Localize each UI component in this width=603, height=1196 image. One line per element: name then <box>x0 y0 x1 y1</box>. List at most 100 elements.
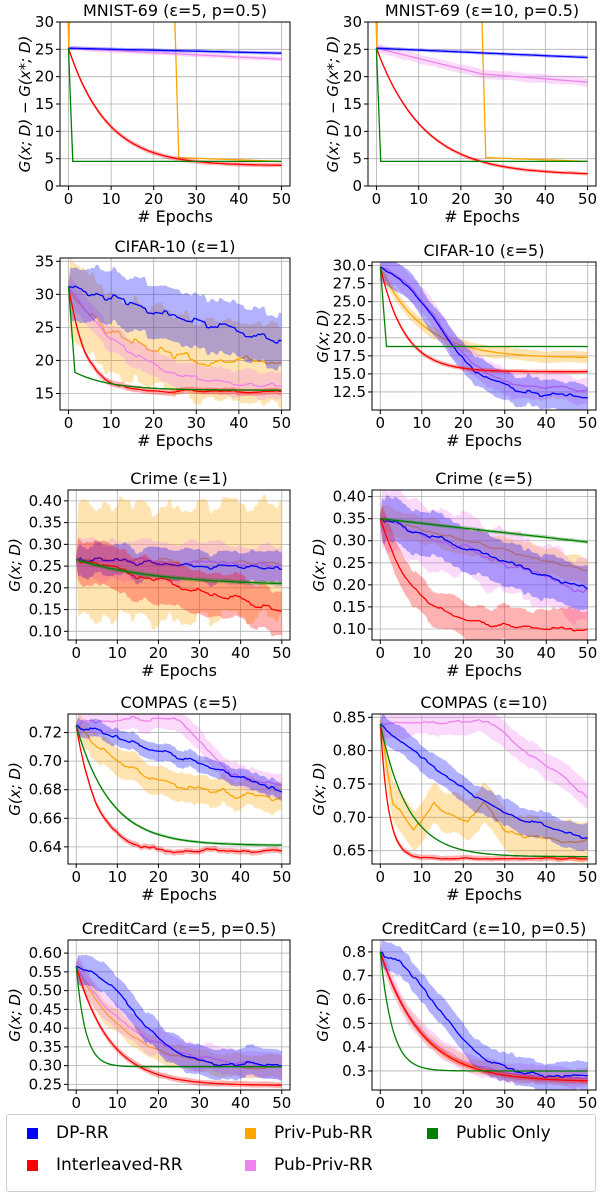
y-tick-label: 0.40 <box>29 1019 62 1037</box>
y-tick-label: 0.66 <box>29 809 62 827</box>
x-tick-label: 50 <box>272 644 291 662</box>
x-axis-label: # Epochs <box>446 885 522 904</box>
x-tick-label: 0 <box>64 190 74 208</box>
legend-label: Interleaved-RR <box>56 1155 183 1175</box>
x-tick-label: 20 <box>454 414 473 432</box>
line-public-only <box>375 48 588 163</box>
x-tick-label: 0 <box>71 1094 81 1110</box>
x-tick-label: 20 <box>454 868 473 886</box>
band-pub-priv-rr <box>376 44 588 87</box>
band-dp-rr <box>76 954 282 1081</box>
chart-title: CIFAR-10 (ε=5) <box>424 241 545 260</box>
legend-swatch <box>27 1127 38 1139</box>
line-interleaved-rr <box>375 47 588 175</box>
panel-creditcard-5-p-0-5: 0 10 20 30 40 50 0.250.300.350.400.450.500.550… <box>6 919 291 1110</box>
x-tick-label: 40 <box>537 868 556 886</box>
y-tick-label: 0.70 <box>29 752 62 770</box>
y-axis-label: G(x; D) <box>310 762 328 816</box>
legend-item-dp-rr: DP-RR <box>27 1123 109 1143</box>
line-dp-rr <box>380 266 588 399</box>
line-public-only <box>379 951 588 1072</box>
y-tick-label: 5 <box>44 150 54 168</box>
axes-frame <box>371 939 597 1091</box>
band-priv-pub-rr <box>380 716 588 863</box>
legend-label: Public Only <box>456 1123 551 1143</box>
line-dp-rr <box>75 724 283 793</box>
y-tick-label: 25 <box>35 40 54 58</box>
x-axis-label: # Epochs <box>446 431 522 450</box>
chart-title: CreditCard (ε=10, p=0.5) <box>382 919 587 938</box>
line-priv-pub-rr <box>379 723 588 844</box>
x-tick-label: 30 <box>495 644 514 662</box>
x-tick-label: 20 <box>149 644 168 662</box>
x-axis-label: # Epochs <box>444 207 520 226</box>
line-public-only <box>76 558 282 585</box>
x-tick-label: 30 <box>495 868 514 886</box>
y-tick-label: 0.25 <box>333 554 366 572</box>
x-tick-label: 10 <box>102 190 121 208</box>
line-priv-pub-rr <box>380 518 588 572</box>
panel-creditcard-10-p-0-5: 0 10 20 30 40 50 0.3 0.4 0.5 0.6 0.7 0.8 CreditCard … <box>314 919 597 1110</box>
y-axis-label: G(x; D) <box>310 538 328 592</box>
y-tick-label: 12.5 <box>333 383 366 401</box>
chart-title: MNIST-69 (ε=5, p=0.5) <box>83 1 267 20</box>
plot-area <box>75 954 282 1089</box>
legend-swatch <box>245 1159 256 1171</box>
y-tick-label: 0.70 <box>333 808 366 826</box>
line-interleaved-rr <box>76 558 282 613</box>
band-priv-pub-rr <box>68 258 282 409</box>
x-tick-label: 40 <box>229 414 248 432</box>
y-tick-label: 10 <box>343 122 362 140</box>
band-public-only <box>376 48 588 163</box>
y-tick-label: 20.0 <box>333 329 366 347</box>
y-tick-label: 0.7 <box>342 967 366 985</box>
y-tick-label: 0.68 <box>29 781 62 799</box>
x-tick-label: 50 <box>272 868 291 886</box>
x-tick-label: 10 <box>102 414 121 432</box>
x-tick-label: 0 <box>376 644 386 662</box>
band-dp-rr <box>380 714 588 852</box>
legend: DP-RR Priv-Pub-RR Public Only Interleave… <box>6 1114 596 1192</box>
axes-frame <box>371 713 597 865</box>
plot-area <box>375 22 588 176</box>
x-tick-label: 30 <box>495 414 514 432</box>
legend-item-interleaved-rr: Interleaved-RR <box>27 1155 183 1175</box>
x-tick-label: 10 <box>409 190 428 208</box>
x-tick-label: 40 <box>536 190 555 208</box>
y-tick-label: 0.10 <box>333 620 366 638</box>
legend-label: Pub-Priv-RR <box>274 1155 373 1175</box>
line-public-only <box>75 725 282 846</box>
y-tick-label: 0.80 <box>333 742 366 760</box>
x-tick-label: 50 <box>578 1094 597 1110</box>
x-tick-label: 30 <box>494 190 513 208</box>
y-tick-label: 0.4 <box>342 1038 366 1056</box>
y-tick-label: 0.15 <box>29 601 62 619</box>
line-interleaved-rr <box>75 725 282 854</box>
line-dp-rr <box>380 518 588 590</box>
panel-compas-5: 0 10 20 30 40 50 0.64 0.66 0.68 0.70 0.72 COMPAS (ε… <box>6 693 291 904</box>
x-tick-label: 40 <box>537 414 556 432</box>
y-tick-label: 15 <box>343 95 362 113</box>
line-public-only <box>379 267 588 348</box>
legend-item-pub-priv-rr: Pub-Priv-RR <box>245 1155 373 1175</box>
legend-label: DP-RR <box>56 1123 109 1143</box>
x-tick-label: 40 <box>537 1094 556 1110</box>
x-tick-label: 20 <box>454 1094 473 1110</box>
y-tick-label: 5 <box>352 150 362 168</box>
y-tick-label: 22.5 <box>333 311 366 329</box>
x-tick-label: 30 <box>187 414 206 432</box>
panel-mnist-69-10-p-0-5: 0 10 20 30 40 50 0 5 10 15 20 25 30 MNIST-69 (ε=10, p… <box>324 1 597 226</box>
band-interleaved-rr <box>376 47 588 176</box>
plot-area <box>379 262 588 410</box>
panel-crime-5: 0 10 20 30 40 50 0.10 0.15 0.20 0.25 0.30 0.35 0.40 C… <box>310 469 597 680</box>
y-tick-label: 0.20 <box>333 576 366 594</box>
plot-area <box>379 940 588 1090</box>
y-tick-label: 25.0 <box>333 293 366 311</box>
band-priv-pub-rr <box>76 714 282 815</box>
y-tick-label: 30.0 <box>333 257 366 275</box>
x-tick-label: 10 <box>412 414 431 432</box>
y-tick-label: 0.35 <box>29 514 62 532</box>
legend-swatch <box>27 1159 38 1171</box>
y-tick-label: 0.40 <box>333 488 366 506</box>
